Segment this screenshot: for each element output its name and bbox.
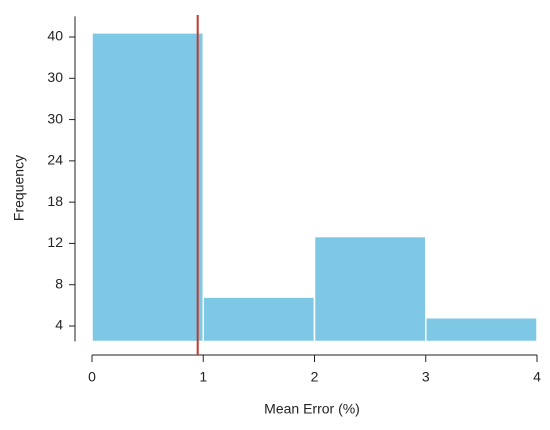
y-tick-label: 24 bbox=[47, 152, 63, 168]
y-tick-label: 18 bbox=[47, 193, 63, 209]
x-tick-label: 0 bbox=[88, 369, 96, 385]
x-tick-label: 4 bbox=[533, 369, 541, 385]
bar bbox=[202, 296, 316, 343]
y-tick-label: 40 bbox=[47, 28, 63, 44]
y-tick-label: 30 bbox=[47, 69, 63, 85]
y-tick-label: 30 bbox=[47, 110, 63, 126]
x-tick-label: 2 bbox=[311, 369, 319, 385]
bar bbox=[91, 32, 204, 343]
y-axis-label: Frequency bbox=[11, 155, 27, 221]
y-tick-label: 12 bbox=[47, 234, 63, 250]
bar bbox=[425, 316, 538, 343]
x-axis-label: Mean Error (%) bbox=[264, 401, 360, 417]
x-tick-label: 1 bbox=[199, 369, 207, 385]
y-tick-label: 8 bbox=[55, 275, 63, 291]
bar bbox=[313, 235, 427, 343]
y-tick-label: 4 bbox=[55, 317, 63, 333]
x-tick-label: 3 bbox=[422, 369, 430, 385]
